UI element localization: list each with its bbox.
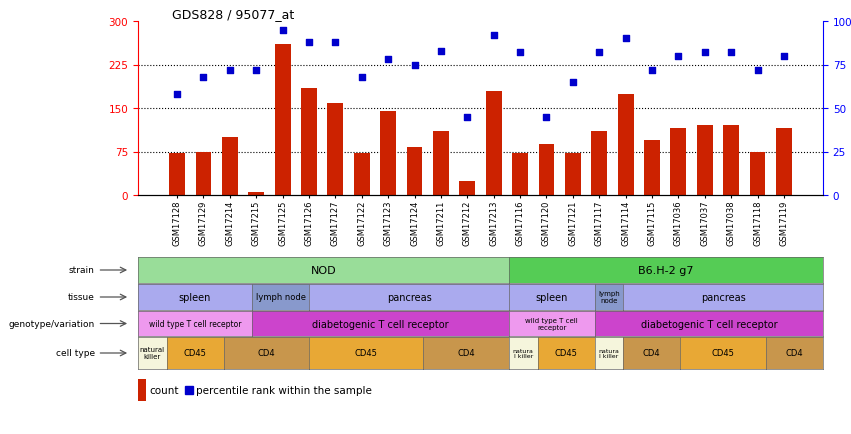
Point (408, 62, 421, 69)
Point (566, 79, 580, 86)
Text: B6.H-2 g7: B6.H-2 g7 (638, 265, 694, 275)
Bar (222, 138, 237, 196)
Bar (169, 154, 185, 196)
Bar (697, 126, 712, 196)
Text: diabetogenic T cell receptor: diabetogenic T cell receptor (312, 319, 449, 329)
Text: percentile rank within the sample: percentile rank within the sample (196, 385, 372, 395)
Bar (539, 145, 554, 196)
Text: spleen: spleen (535, 293, 568, 302)
Bar (407, 148, 422, 196)
Point (751, 67, 764, 74)
Bar (591, 132, 607, 196)
Bar (301, 89, 317, 196)
Text: CD4: CD4 (785, 349, 803, 358)
Bar (512, 154, 528, 196)
Point (777, 53, 791, 60)
Point (276, 27, 289, 34)
Point (487, 33, 500, 39)
Bar (486, 92, 501, 196)
Point (592, 50, 606, 57)
Bar (138, 379, 146, 401)
Text: natura
l killer: natura l killer (513, 348, 534, 358)
Text: CD4: CD4 (258, 349, 275, 358)
Bar (196, 152, 211, 196)
Point (698, 50, 711, 57)
Text: natural
killer: natural killer (140, 347, 165, 360)
Bar (618, 94, 633, 196)
Point (170, 92, 184, 99)
Bar (328, 104, 343, 196)
Text: pancreas: pancreas (386, 293, 431, 302)
Bar (380, 112, 396, 196)
Bar (248, 193, 264, 196)
Text: CD45: CD45 (355, 349, 378, 358)
Point (355, 74, 368, 81)
Text: count: count (149, 385, 179, 395)
Text: genotype/variation: genotype/variation (9, 319, 94, 328)
Point (302, 39, 316, 46)
Text: CD4: CD4 (458, 349, 475, 358)
Text: natura
l killer: natura l killer (598, 348, 620, 358)
Text: tissue: tissue (68, 293, 94, 302)
Text: strain: strain (69, 266, 94, 275)
Text: cell type: cell type (55, 349, 94, 358)
Text: CD45: CD45 (184, 349, 207, 358)
Point (197, 74, 210, 81)
Text: CD4: CD4 (643, 349, 660, 358)
Text: spleen: spleen (179, 293, 211, 302)
Text: pancreas: pancreas (700, 293, 745, 302)
Text: lymph
node: lymph node (598, 291, 620, 304)
Point (328, 39, 342, 46)
Point (381, 57, 395, 64)
Point (724, 50, 738, 57)
Bar (565, 153, 580, 196)
Point (645, 67, 659, 74)
Point (540, 114, 553, 121)
Point (513, 50, 527, 57)
Point (671, 53, 685, 60)
Point (460, 114, 474, 121)
Text: wild type T cell
receptor: wild type T cell receptor (525, 317, 578, 330)
Text: GDS828 / 95077_at: GDS828 / 95077_at (172, 8, 294, 21)
Bar (750, 152, 766, 196)
Bar (433, 132, 448, 196)
Text: diabetogenic T cell receptor: diabetogenic T cell receptor (641, 319, 777, 329)
Point (619, 36, 632, 43)
Bar (460, 181, 475, 196)
Bar (644, 141, 660, 196)
Bar (275, 45, 290, 196)
Point (223, 67, 237, 74)
Text: CD45: CD45 (711, 349, 734, 358)
Text: lymph node: lymph node (255, 293, 306, 302)
Point (249, 67, 263, 74)
Bar (354, 154, 369, 196)
Text: CD45: CD45 (555, 349, 578, 358)
Point (434, 48, 448, 55)
Bar (776, 129, 792, 196)
Text: wild type T cell receptor: wild type T cell receptor (149, 319, 242, 328)
Bar (723, 126, 739, 196)
Bar (671, 129, 686, 196)
Text: NOD: NOD (311, 265, 336, 275)
